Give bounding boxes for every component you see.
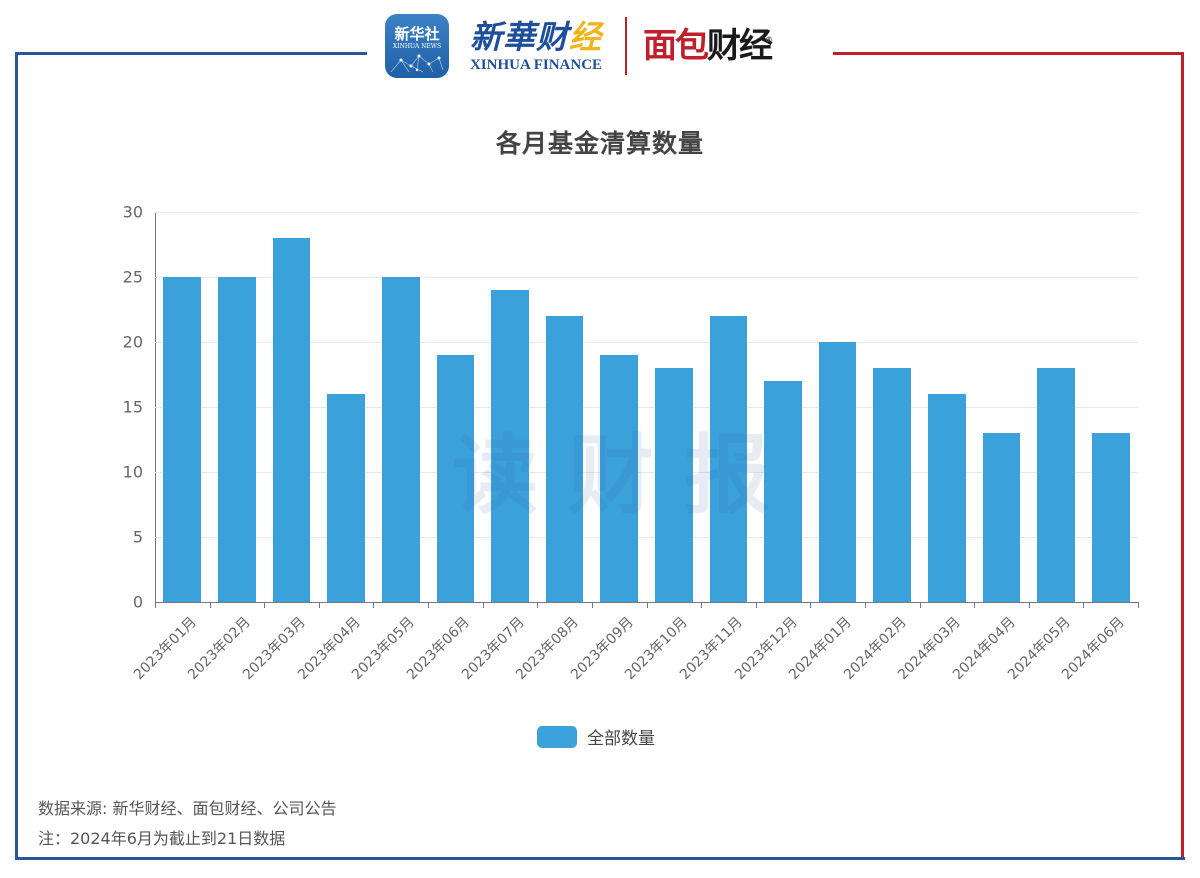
bar[interactable] <box>327 394 365 602</box>
y-tick-label: 0 <box>132 592 143 612</box>
x-tick <box>701 602 703 608</box>
registered-mark: ® <box>765 35 773 44</box>
gridline <box>155 537 1138 538</box>
logo-separator <box>625 17 627 75</box>
bar[interactable] <box>218 277 256 602</box>
bar[interactable] <box>873 368 912 602</box>
gridline <box>155 212 1138 213</box>
frame-bottom <box>15 857 1185 860</box>
bar[interactable] <box>381 277 420 602</box>
bar[interactable] <box>163 277 202 602</box>
x-tick <box>482 602 484 608</box>
frame-top-left <box>15 52 367 55</box>
bar[interactable] <box>764 381 802 602</box>
x-tick <box>209 602 211 608</box>
bar[interactable] <box>545 316 584 602</box>
data-source: 数据来源: 新华财经、面包财经、公司公告 <box>38 799 337 818</box>
y-tick-label: 20 <box>122 332 143 352</box>
x-tick <box>318 602 320 608</box>
xinhua-news-app-logo: 新华社 XINHUA NEWS <box>385 14 449 78</box>
bar[interactable] <box>928 394 966 602</box>
mb-red: 面包 <box>643 26 709 66</box>
x-tick <box>864 602 866 608</box>
bar[interactable] <box>600 355 639 602</box>
chart-title: 各月基金清算数量 <box>495 129 704 158</box>
x-tick <box>537 602 539 608</box>
x-tick <box>264 602 266 608</box>
x-tick <box>428 602 430 608</box>
bar[interactable] <box>1091 433 1130 602</box>
x-tick <box>591 602 593 608</box>
xf-cn: 新華财 <box>469 18 569 56</box>
x-tick <box>755 602 757 608</box>
xinhua-app-cn: 新华社 <box>394 25 440 43</box>
footnote: 注：2024年6月为截止到21日数据 <box>38 829 286 848</box>
x-tick <box>1138 602 1139 608</box>
x-tick <box>974 602 976 608</box>
bar[interactable] <box>1037 368 1075 602</box>
frame-top-right <box>833 52 1184 55</box>
legend-label: 全部数量 <box>587 729 655 749</box>
y-tick-label: 10 <box>122 462 143 482</box>
gridline <box>155 342 1138 343</box>
mb-black: 财经 <box>707 26 773 66</box>
x-tick <box>810 602 812 608</box>
header-logos: 新华社 XINHUA NEWS 新華财经 XINHUA FINANCE 面包财经… <box>385 10 773 82</box>
mianbao-finance-logo: 面包财经 ® <box>643 26 773 66</box>
gridline <box>155 472 1138 473</box>
bar[interactable] <box>654 368 693 602</box>
y-tick-label: 25 <box>122 267 143 287</box>
y-tick-label: 5 <box>132 527 143 547</box>
plot-area <box>155 212 1139 608</box>
bar[interactable] <box>491 290 529 602</box>
legend-swatch <box>537 725 577 748</box>
x-tick <box>646 602 648 608</box>
x-tick <box>1083 602 1085 608</box>
y-tick-label: 15 <box>122 397 143 417</box>
gridline <box>155 407 1138 408</box>
x-tick <box>919 602 921 608</box>
xinhua-app-en: XINHUA NEWS <box>392 43 442 50</box>
x-tick <box>1028 602 1030 608</box>
xf-cn-gold: 经 <box>569 18 603 56</box>
gridline <box>155 277 1138 278</box>
frame-right <box>1181 52 1184 860</box>
network-icon <box>390 54 444 73</box>
y-tick-label: 30 <box>122 202 143 222</box>
bar[interactable] <box>709 316 748 602</box>
bar[interactable] <box>982 433 1021 602</box>
xf-en: XINHUA FINANCE <box>469 57 603 73</box>
xinhua-finance-logo: 新華财经 XINHUA FINANCE <box>461 18 611 74</box>
bar[interactable] <box>818 342 857 602</box>
x-tick <box>155 602 156 608</box>
bar[interactable] <box>272 238 311 602</box>
bar[interactable] <box>436 355 475 602</box>
x-tick <box>373 602 375 608</box>
frame-left <box>15 52 18 860</box>
legend[interactable]: 全部数量 <box>537 724 655 749</box>
